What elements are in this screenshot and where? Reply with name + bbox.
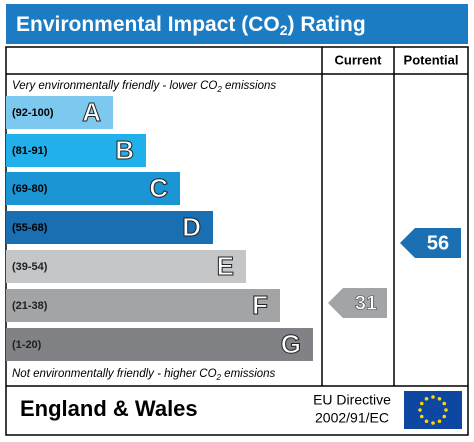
note-text: Not environmentally friendly - higher CO xyxy=(12,368,217,380)
band xyxy=(6,172,180,205)
note-text: emissions xyxy=(221,368,276,380)
note-text: Very environmentally friendly - lower CO xyxy=(12,80,217,92)
band-range: (69-80) xyxy=(12,183,48,195)
title-bar xyxy=(6,4,468,44)
note-sub: 2 xyxy=(216,373,222,382)
eu-star xyxy=(431,395,435,399)
band xyxy=(6,328,313,361)
band-letter: G xyxy=(281,329,301,359)
band xyxy=(6,289,280,322)
bottom-note: Not environmentally friendly - higher CO… xyxy=(12,368,276,382)
title-sub: 2 xyxy=(280,22,288,38)
band-range: (92-100) xyxy=(12,107,54,119)
eu-star xyxy=(419,414,424,419)
potential-arrow xyxy=(400,228,461,258)
current-arrow xyxy=(328,288,387,318)
column-header: Current xyxy=(335,52,383,67)
eu-star xyxy=(442,401,447,406)
eu-star xyxy=(424,419,429,424)
band-letter: A xyxy=(82,97,101,127)
band xyxy=(6,211,213,244)
band-letter: E xyxy=(217,251,234,281)
eu-star xyxy=(437,396,442,401)
potential-value: 56 xyxy=(427,232,449,254)
eu-star xyxy=(424,396,429,401)
band-range: (39-54) xyxy=(12,261,48,273)
top-note: Very environmentally friendly - lower CO… xyxy=(12,80,276,94)
band xyxy=(6,96,113,129)
band-letter: F xyxy=(252,290,268,320)
eu-star xyxy=(437,419,442,424)
note-sub: 2 xyxy=(216,85,222,94)
directive: EU Directive xyxy=(313,392,391,408)
eu-star xyxy=(442,414,447,419)
directive: 2002/91/EC xyxy=(315,410,389,426)
band-letter: C xyxy=(149,173,168,203)
band-letter: D xyxy=(182,212,201,242)
eu-star xyxy=(431,421,435,425)
title-text: Environmental Impact (CO xyxy=(16,13,280,36)
band xyxy=(6,250,246,283)
band-letter: B xyxy=(115,135,134,165)
bands: (92-100) A (81-91) B (69-80) C (55-68) D (39-54)… xyxy=(6,96,313,361)
band xyxy=(6,134,146,167)
eu-star xyxy=(419,401,424,406)
eu-star xyxy=(444,408,448,412)
title: Environmental Impact (CO2) Rating xyxy=(16,13,366,38)
band-range: (55-68) xyxy=(12,222,48,234)
column-header: Potential xyxy=(404,52,459,67)
note-text: emissions xyxy=(222,80,277,92)
title-text: ) Rating xyxy=(288,13,366,36)
current-value: 31 xyxy=(355,292,377,314)
band-range: (81-91) xyxy=(12,145,48,157)
eu-stars xyxy=(418,395,448,425)
band-range: (1-20) xyxy=(12,339,42,351)
region: England & Wales xyxy=(20,396,198,421)
eu-star xyxy=(418,408,422,412)
band-range: (21-38) xyxy=(12,300,48,312)
